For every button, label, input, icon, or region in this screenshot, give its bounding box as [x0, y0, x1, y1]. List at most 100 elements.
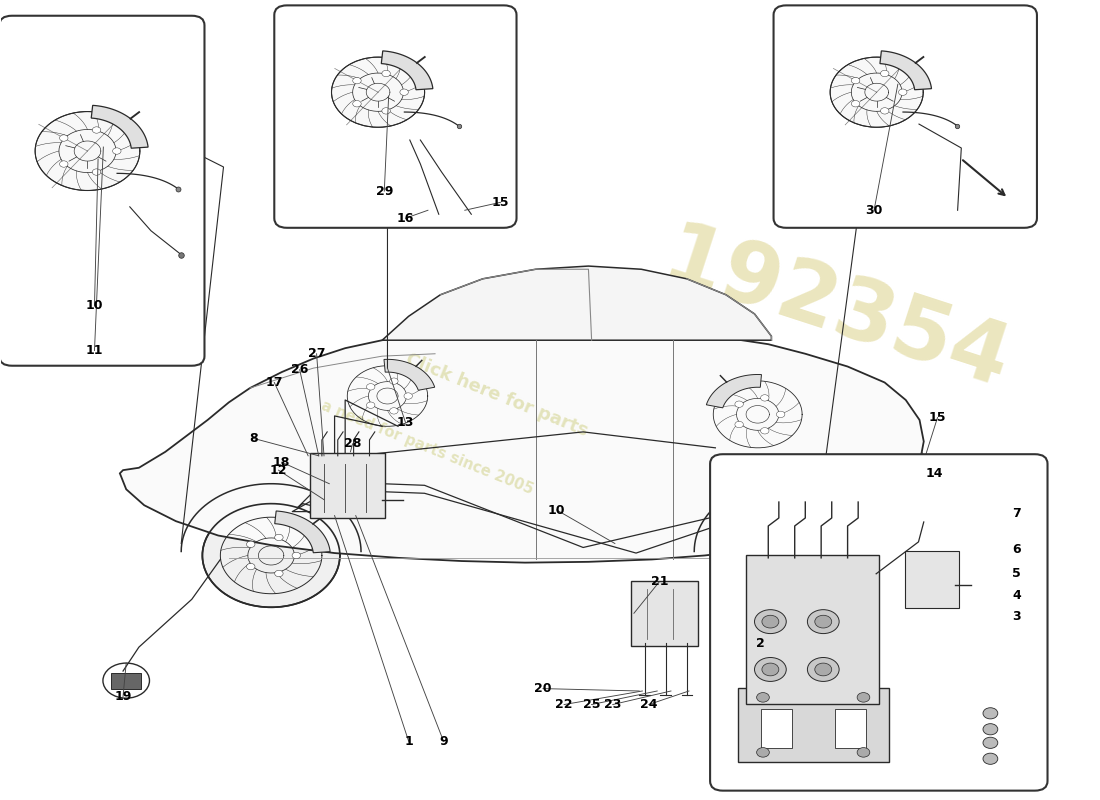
Circle shape	[793, 534, 802, 541]
FancyBboxPatch shape	[274, 6, 517, 228]
Text: 29: 29	[375, 185, 393, 198]
Text: 22: 22	[556, 698, 573, 711]
Circle shape	[35, 111, 140, 190]
Circle shape	[757, 693, 769, 702]
Text: 23: 23	[604, 698, 622, 711]
FancyBboxPatch shape	[630, 581, 698, 646]
Circle shape	[757, 747, 769, 757]
Text: Click here for parts: Click here for parts	[404, 350, 591, 440]
Text: 12: 12	[270, 464, 287, 477]
Text: 1: 1	[405, 734, 412, 748]
Text: 21: 21	[650, 575, 668, 588]
Text: 5: 5	[1012, 567, 1021, 580]
Polygon shape	[120, 330, 924, 562]
Polygon shape	[275, 511, 330, 553]
Text: 30: 30	[866, 204, 882, 217]
FancyBboxPatch shape	[111, 673, 141, 689]
Circle shape	[755, 610, 786, 634]
Circle shape	[366, 384, 375, 390]
Polygon shape	[706, 374, 761, 408]
FancyBboxPatch shape	[904, 551, 959, 608]
Text: 2: 2	[757, 637, 766, 650]
Circle shape	[880, 108, 889, 114]
Circle shape	[275, 570, 283, 577]
Polygon shape	[382, 266, 771, 340]
FancyBboxPatch shape	[835, 710, 866, 748]
Circle shape	[404, 393, 412, 399]
FancyBboxPatch shape	[746, 555, 879, 704]
Circle shape	[983, 753, 998, 764]
Circle shape	[382, 70, 390, 77]
Text: 10: 10	[86, 299, 103, 313]
Circle shape	[202, 504, 340, 607]
Text: 9: 9	[439, 734, 448, 748]
Text: 10: 10	[548, 503, 565, 517]
Circle shape	[331, 57, 425, 127]
Text: 7: 7	[1012, 506, 1021, 520]
Text: 27: 27	[308, 347, 326, 360]
Polygon shape	[91, 106, 148, 148]
Polygon shape	[382, 51, 433, 90]
Circle shape	[830, 57, 923, 127]
Circle shape	[851, 78, 860, 84]
Text: 4: 4	[1012, 589, 1021, 602]
Circle shape	[353, 78, 361, 84]
Circle shape	[720, 504, 858, 607]
Circle shape	[755, 658, 786, 682]
Circle shape	[983, 724, 998, 735]
Text: 6: 6	[1012, 543, 1021, 556]
Circle shape	[112, 148, 121, 154]
Text: 15: 15	[492, 196, 509, 209]
Text: 15: 15	[928, 411, 946, 424]
Polygon shape	[384, 359, 434, 390]
Text: 20: 20	[535, 682, 552, 695]
FancyBboxPatch shape	[773, 6, 1037, 228]
Circle shape	[760, 394, 769, 401]
Text: 192354: 192354	[652, 216, 1020, 406]
Circle shape	[735, 422, 744, 428]
Circle shape	[389, 378, 398, 384]
Circle shape	[807, 610, 839, 634]
Circle shape	[899, 89, 907, 95]
Text: 25: 25	[583, 698, 601, 711]
Text: 14: 14	[925, 467, 943, 480]
Text: 8: 8	[249, 432, 257, 445]
Circle shape	[246, 541, 255, 547]
Circle shape	[59, 161, 68, 167]
Circle shape	[764, 541, 773, 547]
Circle shape	[793, 570, 802, 577]
Text: 19: 19	[114, 690, 132, 703]
Circle shape	[815, 615, 832, 628]
FancyBboxPatch shape	[0, 16, 205, 366]
Circle shape	[777, 411, 785, 418]
Circle shape	[92, 127, 101, 133]
Circle shape	[807, 658, 839, 682]
Circle shape	[811, 552, 818, 558]
Circle shape	[366, 402, 375, 408]
Text: 13: 13	[397, 416, 414, 429]
Text: 3: 3	[1012, 610, 1021, 623]
Text: 18: 18	[273, 456, 290, 469]
Circle shape	[382, 108, 390, 114]
Text: a need for parts since 2005: a need for parts since 2005	[319, 398, 536, 497]
Circle shape	[400, 89, 408, 95]
Circle shape	[762, 615, 779, 628]
Circle shape	[851, 101, 860, 107]
Text: 26: 26	[292, 363, 308, 376]
Polygon shape	[730, 511, 785, 553]
Circle shape	[857, 747, 870, 757]
Text: 11: 11	[86, 344, 103, 357]
Text: 16: 16	[397, 212, 414, 225]
FancyBboxPatch shape	[310, 454, 385, 518]
Circle shape	[983, 708, 998, 719]
Circle shape	[880, 70, 889, 77]
Circle shape	[92, 169, 101, 175]
FancyBboxPatch shape	[761, 710, 792, 748]
Circle shape	[764, 563, 773, 570]
Circle shape	[246, 563, 255, 570]
Circle shape	[353, 101, 361, 107]
Circle shape	[762, 663, 779, 676]
Circle shape	[735, 401, 744, 407]
Text: 24: 24	[640, 698, 658, 711]
Circle shape	[857, 693, 870, 702]
